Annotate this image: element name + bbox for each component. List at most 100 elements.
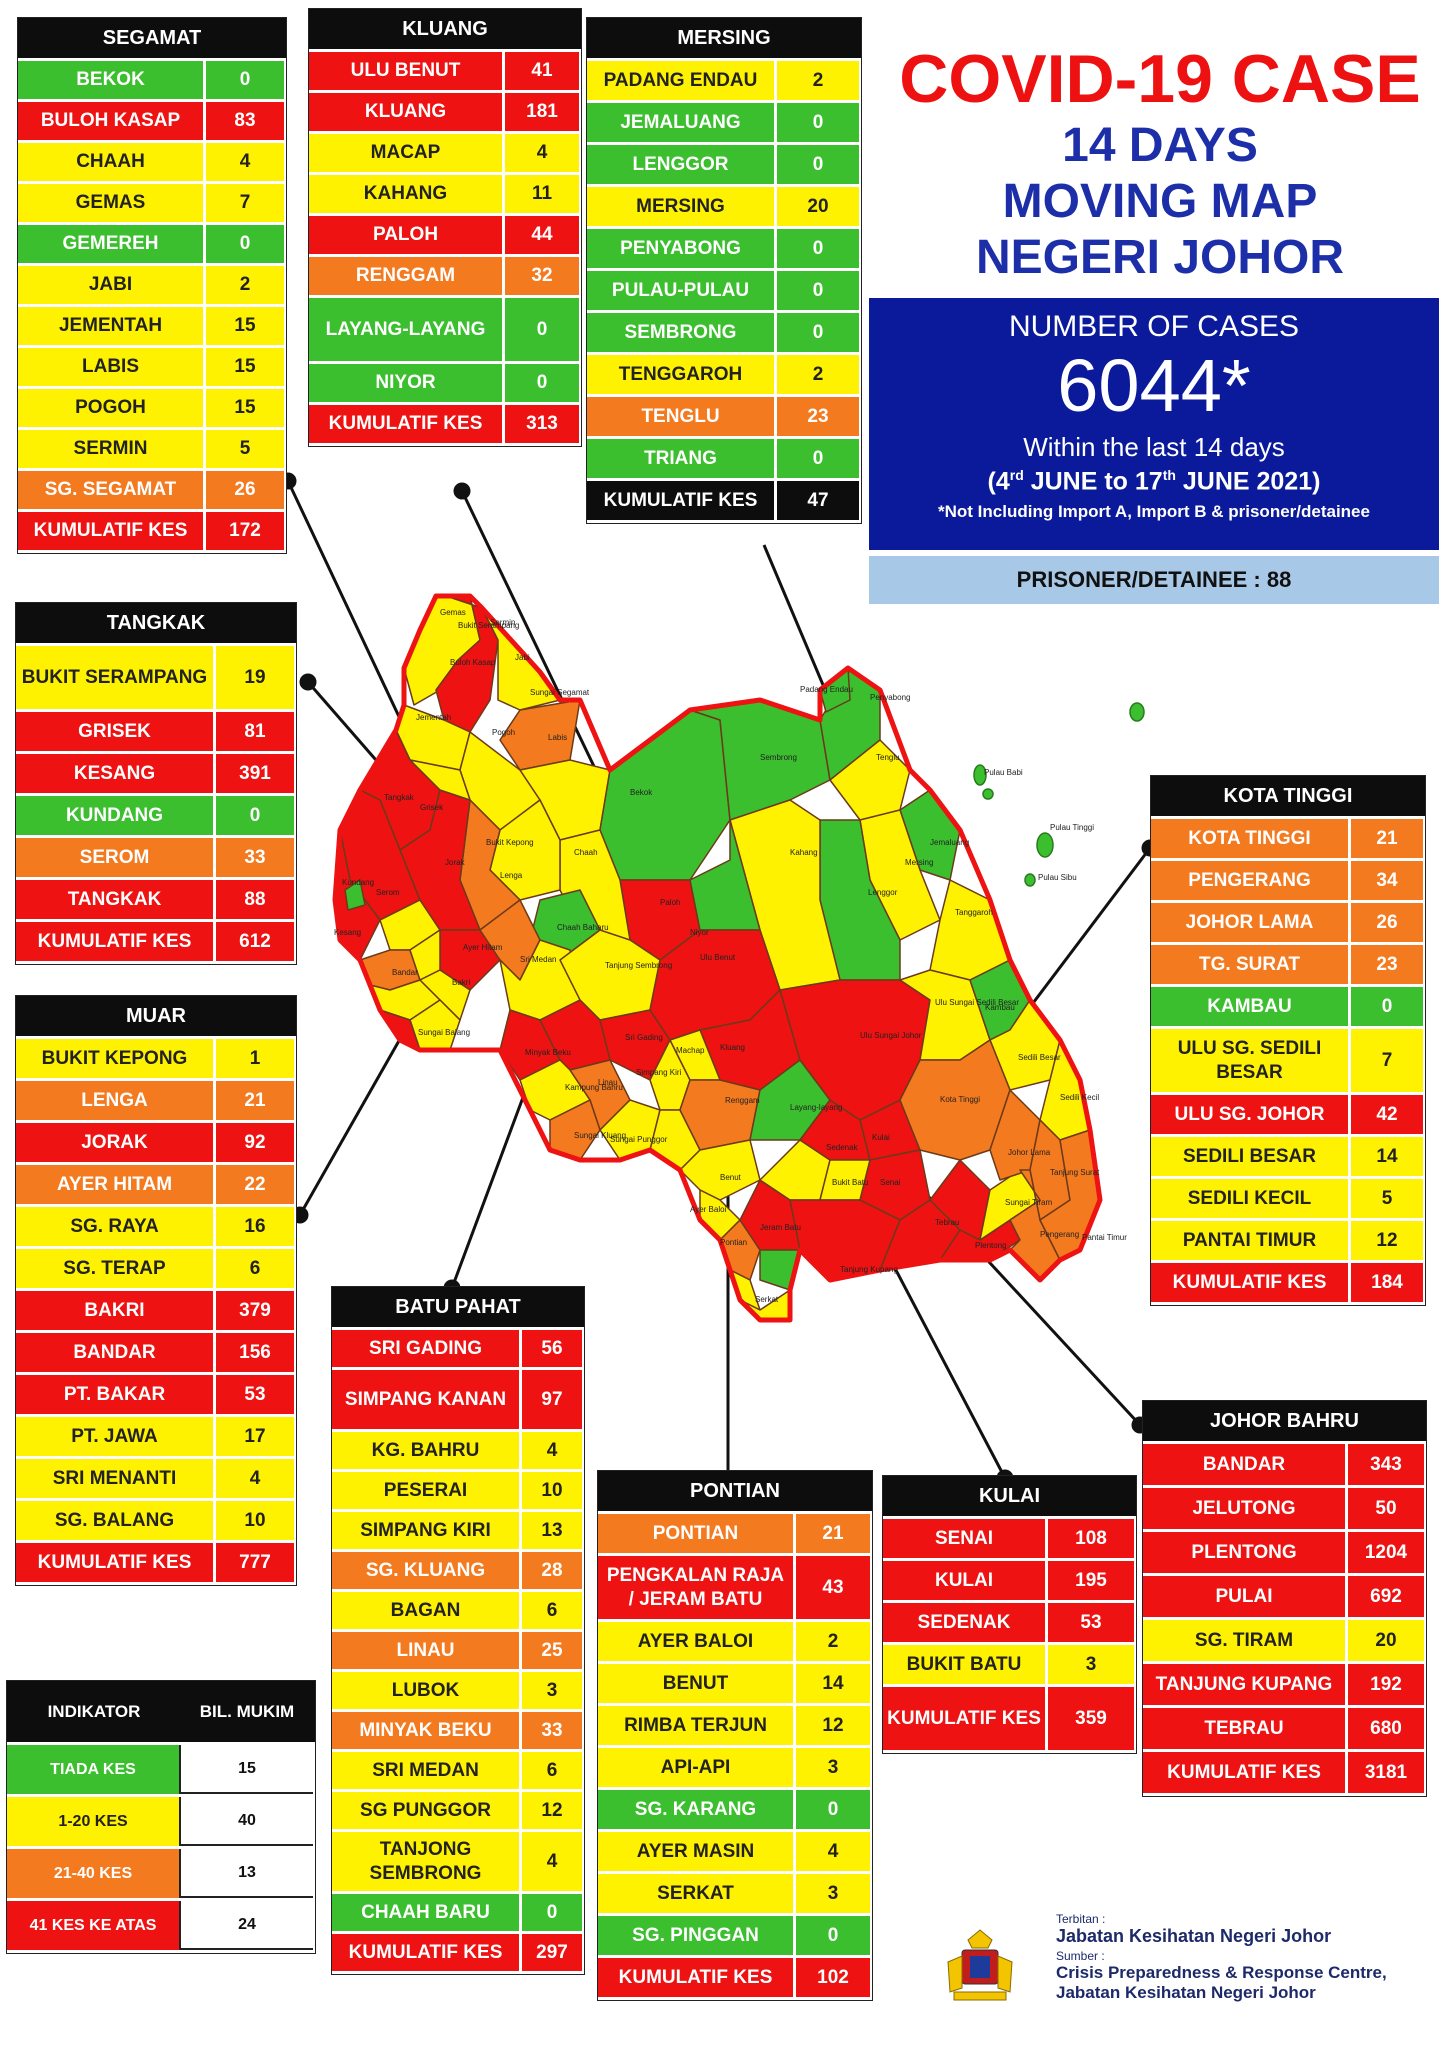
district-table-batu-pahat: BATU PAHAT SRI GADING 56 SIMPANG KANAN 97 KG.…	[331, 1286, 585, 1975]
mukim-name: JELUTONG	[1143, 1488, 1348, 1529]
mukim-name: SEMBRONG	[587, 313, 777, 352]
mukim-name: BAGAN	[332, 1592, 522, 1629]
mukim-name: TANGKAK	[16, 880, 216, 919]
mukim-name: SRI MENANTI	[16, 1459, 216, 1498]
mukim-row: TRIANG 0	[587, 439, 861, 481]
mukim-case-count: 5	[206, 430, 284, 468]
mukim-name: KAMBAU	[1151, 987, 1351, 1026]
mukim-case-count: 53	[216, 1375, 294, 1414]
mukim-name: SENAI	[883, 1519, 1048, 1558]
mukim-case-count: 7	[1351, 1029, 1423, 1092]
mukim-case-count: 6	[522, 1592, 582, 1629]
legend-count: 40	[181, 1797, 313, 1846]
map-place-label: Sungai Kluang	[574, 1131, 626, 1140]
cases-within: Within the last 14 days	[1023, 432, 1285, 462]
mukim-name: TANJONG SEMBRONG	[332, 1832, 522, 1891]
mukim-row: BULOH KASAP 83	[18, 102, 286, 143]
mukim-row: SG. TIRAM 20	[1143, 1620, 1426, 1664]
map-place-label: Bekok	[630, 788, 653, 797]
mukim-case-count: 15	[206, 348, 284, 386]
map-place-label: Gemas	[440, 608, 466, 617]
mukim-name: ULU SG. JOHOR	[1151, 1095, 1351, 1134]
mukim-case-count: 4	[522, 1832, 582, 1891]
mukim-case-count: 184	[1351, 1263, 1423, 1302]
district-table-kota-tinggi: KOTA TINGGI KOTA TINGGI 21 PENGERANG 34 JOHOR…	[1150, 775, 1426, 1306]
mukim-name: PT. BAKAR	[16, 1375, 216, 1414]
mukim-name: SG. TERAP	[16, 1249, 216, 1288]
map-place-label: Sungai Punggor	[610, 1135, 668, 1144]
mukim-row: JABI 2	[18, 266, 286, 307]
mukim-name: SG. TIRAM	[1143, 1620, 1348, 1661]
mukim-case-count: 7	[206, 184, 284, 222]
mukim-name: PADANG ENDAU	[587, 61, 777, 100]
mukim-case-count: 22	[216, 1165, 294, 1204]
mukim-name: JEMALUANG	[587, 103, 777, 142]
mukim-name: ULU SG. SEDILI BESAR	[1151, 1029, 1351, 1092]
mukim-case-count: 3	[796, 1874, 870, 1913]
map-place-label: Machap	[676, 1046, 705, 1055]
mukim-name: JEMENTAH	[18, 307, 206, 345]
map-place-label: Kulai	[872, 1133, 890, 1142]
map-place-label: Pantai Timur	[1082, 1233, 1127, 1242]
title-line-2: 14 DAYS	[1062, 119, 1258, 172]
cases-label: NUMBER OF CASES	[1008, 310, 1300, 343]
mukim-name: KUNDANG	[16, 796, 216, 835]
map-place-label: Kundang	[342, 878, 374, 887]
mukim-name: BULOH KASAP	[18, 102, 206, 140]
mukim-name: KUMULATIF KES	[598, 1958, 796, 1997]
mukim-row: PONTIAN 21	[598, 1514, 872, 1556]
mukim-name: JABI	[18, 266, 206, 304]
mukim-case-count: 15	[206, 389, 284, 427]
mukim-row: KUMULATIF KES 359	[883, 1687, 1136, 1753]
mukim-name: SIMPANG KANAN	[332, 1370, 522, 1429]
mukim-row: PULAU-PULAU 0	[587, 271, 861, 313]
legend-indicator: TIADA KES	[7, 1745, 181, 1794]
mukim-name: LENGA	[16, 1081, 216, 1120]
mukim-row: KUMULATIF KES 612	[16, 922, 296, 964]
map-place-label: Sedenak	[826, 1143, 859, 1152]
mukim-case-count: 612	[216, 922, 294, 961]
mukim-case-count: 0	[777, 229, 859, 268]
mukim-case-count: 6	[216, 1249, 294, 1288]
legend-row: TIADA KES 15	[7, 1745, 315, 1797]
mukim-name: RIMBA TERJUN	[598, 1706, 796, 1745]
mukim-row: SENAI 108	[883, 1519, 1136, 1561]
mukim-case-count: 53	[1048, 1603, 1134, 1642]
mukim-case-count: 2	[206, 266, 284, 304]
mukim-case-count: 33	[522, 1712, 582, 1749]
mukim-row: ULU BENUT 41	[309, 52, 581, 93]
mukim-case-count: 0	[505, 298, 579, 361]
mukim-row: SG. TERAP 6	[16, 1249, 296, 1291]
mukim-row: RENGGAM 32	[309, 257, 581, 298]
mukim-row: PENGKALAN RAJA / JERAM BATU 43	[598, 1556, 872, 1622]
mukim-row: SG PUNGGOR 12	[332, 1792, 584, 1832]
island-pulau-sibu	[1024, 873, 1036, 887]
cases-total: 6044*	[1057, 344, 1251, 427]
mukim-case-count: 81	[216, 712, 294, 751]
mukim-name: POGOH	[18, 389, 206, 427]
mukim-row: BANDAR 156	[16, 1333, 296, 1375]
mukim-name: CHAAH	[18, 143, 206, 181]
mukim-name: PONTIAN	[598, 1514, 796, 1553]
map-place-label: Ulu Sungai Johor	[860, 1031, 922, 1040]
mukim-row: BUKIT BATU 3	[883, 1645, 1136, 1687]
mukim-case-count: 4	[522, 1432, 582, 1469]
mukim-row: SIMPANG KIRI 13	[332, 1512, 584, 1552]
legend-row: 1-20 KES 40	[7, 1797, 315, 1849]
mukim-name: SG. RAYA	[16, 1207, 216, 1246]
mukim-row: SG. KLUANG 28	[332, 1552, 584, 1592]
mukim-row: BANDAR 343	[1143, 1444, 1426, 1488]
map-place-label: Ayer Baloi	[690, 1205, 727, 1214]
map-place-label: Pulau Tinggi	[1050, 823, 1094, 832]
map-place-label: Senai	[880, 1178, 901, 1187]
mukim-row: JOHOR LAMA 26	[1151, 903, 1425, 945]
district-title: TANGKAK	[16, 603, 296, 646]
map-place-label: Renggam	[725, 1096, 760, 1105]
mukim-case-count: 21	[216, 1081, 294, 1120]
mukim-row: KLUANG 181	[309, 93, 581, 134]
mukim-row: BAGAN 6	[332, 1592, 584, 1632]
mukim-row: MINYAK BEKU 33	[332, 1712, 584, 1752]
map-place-label: Buloh Kasap	[450, 658, 496, 667]
mukim-case-count: 83	[206, 102, 284, 140]
mukim-case-count: 108	[1048, 1519, 1134, 1558]
